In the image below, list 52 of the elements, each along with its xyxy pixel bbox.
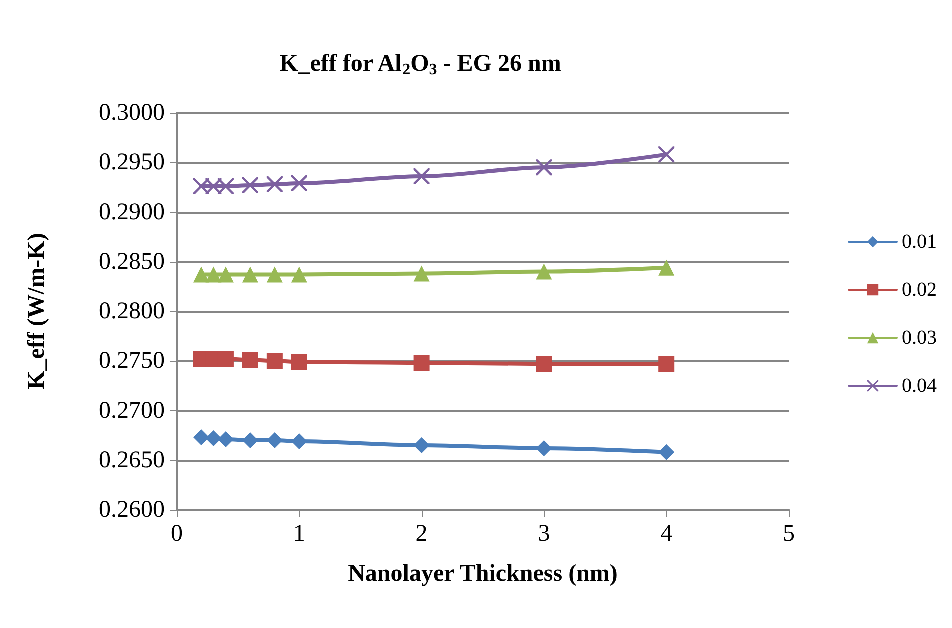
y-tick-label: 0.2850 [99, 248, 165, 275]
y-tick-label: 0.3000 [99, 100, 165, 126]
point [414, 437, 430, 454]
y-tick-label: 0.2650 [99, 447, 165, 474]
point [218, 178, 234, 194]
point [291, 354, 308, 370]
y-tick-label: 0.2900 [99, 199, 165, 226]
point [218, 351, 234, 368]
point [206, 266, 222, 283]
point [242, 177, 258, 194]
point [658, 356, 675, 372]
y-tick-label: 0.2700 [99, 398, 165, 424]
point [242, 432, 258, 449]
point [193, 266, 210, 283]
point [414, 168, 430, 185]
point [536, 440, 552, 456]
legend-label: 0.03 [902, 327, 937, 349]
legend-label: 0.02 [902, 279, 937, 301]
point [218, 432, 234, 448]
legend-label: 0.04 [902, 375, 937, 397]
point [291, 434, 308, 450]
x-tick-label: 0 [171, 521, 183, 547]
point [291, 175, 308, 192]
x-tick-label: 4 [660, 521, 673, 547]
point [266, 266, 283, 283]
point [266, 176, 283, 192]
x-tick-label: 3 [538, 521, 550, 547]
point [206, 430, 222, 447]
y-tick-label: 0.2750 [99, 348, 165, 374]
legend-label: 0.01 [902, 231, 937, 253]
point [414, 266, 430, 282]
x-tick-label: 1 [293, 521, 306, 547]
point [536, 160, 552, 176]
point [414, 355, 430, 372]
point [658, 444, 675, 460]
y-tick-label: 0.2600 [99, 497, 165, 523]
point [536, 356, 552, 372]
point [536, 264, 552, 280]
point [658, 260, 675, 276]
y-axis-title: K_eff (W/m-K) [24, 233, 50, 390]
y-tick-label: 0.2800 [99, 298, 165, 324]
x-tick-label: 5 [783, 521, 795, 547]
point [658, 146, 675, 163]
x-tick-label: 2 [416, 521, 428, 547]
x-axis-title: Nanolayer Thickness (nm) [348, 561, 618, 587]
point [266, 353, 283, 370]
y-tick-label: 0.2950 [99, 150, 165, 176]
point [242, 266, 258, 283]
point [218, 266, 234, 283]
point [193, 430, 210, 446]
point [242, 352, 258, 368]
point [291, 266, 308, 283]
